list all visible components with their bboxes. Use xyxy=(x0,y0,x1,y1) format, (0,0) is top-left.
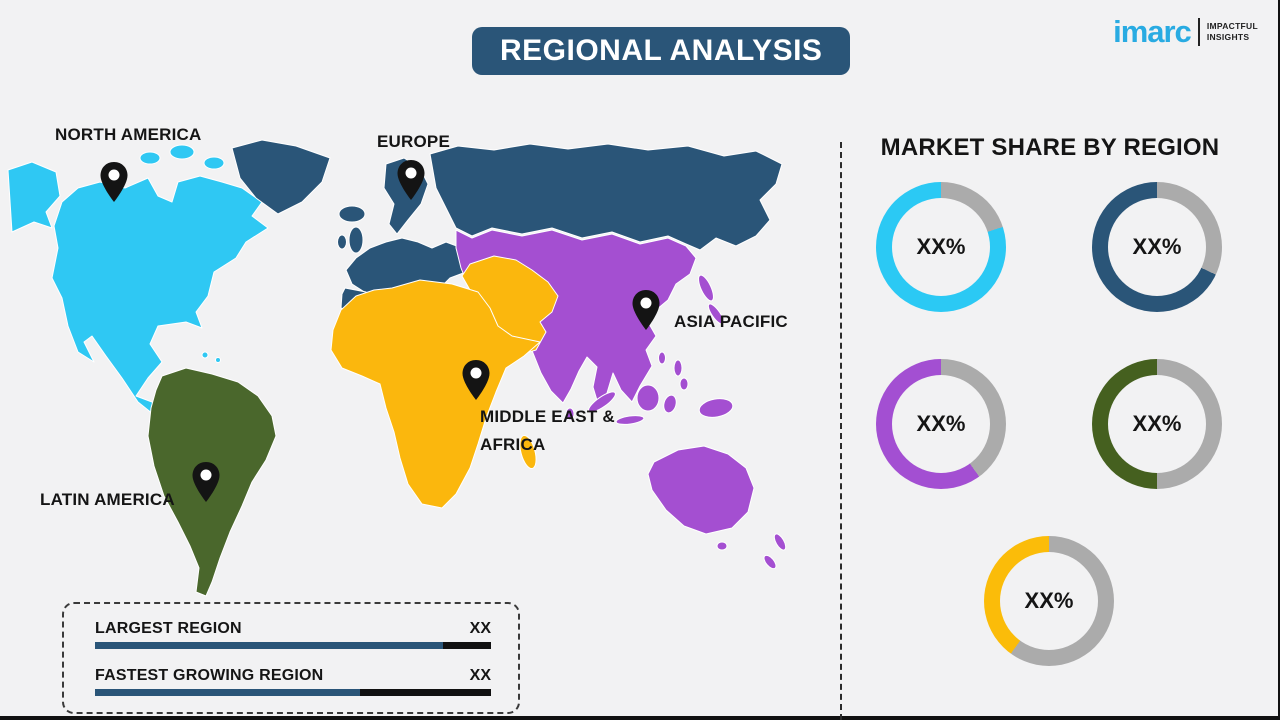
legend-bar-fill xyxy=(95,642,444,649)
map-region-japan xyxy=(698,274,714,302)
donut-value-label: XX% xyxy=(916,234,966,259)
label-middle-east-africa: MIDDLE EAST & AFRICA xyxy=(480,407,615,455)
map-region-britain xyxy=(348,226,364,254)
imarc-logo: imarc IMPACTFUL INSIGHTS xyxy=(1113,16,1258,47)
map-region-sumatra xyxy=(588,391,616,413)
legend-label: LARGEST REGION xyxy=(95,620,242,637)
label-north-america: NORTH AMERICA xyxy=(55,125,202,144)
market-share-heading: MARKET SHARE BY REGION xyxy=(880,134,1220,161)
map-region-java xyxy=(615,415,645,425)
donut-chart-dark-green: XX% xyxy=(1092,359,1222,489)
map-region-tasmania xyxy=(716,541,728,551)
map-region-new-zealand xyxy=(763,554,777,570)
location-pin-icon-north-america xyxy=(100,162,128,202)
map-region-australia xyxy=(647,445,755,535)
legend-row-largest-region: LARGEST REGION XX xyxy=(95,620,491,649)
location-pin-icon-europe xyxy=(397,160,425,200)
legend-bar-rest xyxy=(360,689,491,696)
donut-chart-yellow: XX% xyxy=(984,536,1114,666)
map-arctic-island xyxy=(169,144,195,160)
label-asia-pacific: ASIA PACIFIC xyxy=(674,312,788,331)
label-europe: EUROPE xyxy=(377,132,450,151)
donut-chart-cyan: XX% xyxy=(876,182,1006,312)
logo-brand-text: imarc xyxy=(1113,14,1192,49)
map-arctic-island xyxy=(139,151,161,165)
donut-value-label: XX% xyxy=(1024,588,1074,613)
donut-hole: XX% xyxy=(1108,198,1206,296)
label-latin-america: LATIN AMERICA xyxy=(40,490,175,509)
legend-bar-fill xyxy=(95,689,361,696)
legend-label: FASTEST GROWING REGION xyxy=(95,667,324,684)
donut-grid: XX% XX% XX% XX% XX% xyxy=(876,182,1222,666)
logo-tagline: IMPACTFUL INSIGHTS xyxy=(1207,21,1258,42)
map-region-borneo xyxy=(636,384,660,412)
donut-value-label: XX% xyxy=(916,411,966,436)
map-region-philippines xyxy=(679,377,689,391)
legend-bar xyxy=(95,689,491,696)
logo-tagline-line1: IMPACTFUL xyxy=(1206,20,1258,31)
map-region-russia xyxy=(429,143,783,251)
location-pin-icon-latin-america xyxy=(192,462,220,502)
map-caribbean-island xyxy=(201,351,209,359)
map-region-iceland xyxy=(338,205,366,223)
map-arctic-island xyxy=(203,156,225,170)
section-divider xyxy=(840,142,842,720)
location-pin-icon-middle-east-africa xyxy=(462,360,490,400)
map-region-madagascar xyxy=(519,434,537,470)
logo-tagline-line2: INSIGHTS xyxy=(1206,31,1250,42)
legend-bar-rest xyxy=(443,642,491,649)
location-pin-icon-asia-pacific xyxy=(632,290,660,330)
donut-value-label: XX% xyxy=(1132,411,1182,436)
donut-hole: XX% xyxy=(892,198,990,296)
donut-chart-dark-blue: XX% xyxy=(1092,182,1222,312)
map-region-north-america xyxy=(7,161,61,233)
donut-hole: XX% xyxy=(1108,375,1206,473)
map-region-greenland xyxy=(231,139,331,215)
legend-value: XX xyxy=(469,667,491,684)
donut-hole: XX% xyxy=(892,375,990,473)
map-region-sulawesi xyxy=(663,394,677,414)
map-region-japan xyxy=(707,303,725,325)
map-region-sri-lanka xyxy=(565,407,575,421)
donut-chart-purple: XX% xyxy=(876,359,1006,489)
map-region-africa xyxy=(330,279,541,509)
label-middle-east-line2: AFRICA xyxy=(480,435,546,454)
legend-value: XX xyxy=(469,620,491,637)
donut-hole: XX% xyxy=(1000,552,1098,650)
map-region-ireland xyxy=(337,234,347,250)
world-map xyxy=(7,139,787,597)
page-title: REGIONAL ANALYSIS xyxy=(472,27,851,75)
logo-divider xyxy=(1197,17,1200,46)
map-region-new-guinea xyxy=(698,398,734,418)
map-region-new-zealand xyxy=(773,533,787,551)
map-region-philippines xyxy=(673,359,683,377)
map-region-taiwan xyxy=(658,351,666,365)
label-middle-east-line1: MIDDLE EAST & xyxy=(480,407,615,426)
legend-box: LARGEST REGION XX FASTEST GROWING REGION… xyxy=(62,602,520,714)
legend-row-fastest-growing-region: FASTEST GROWING REGION XX xyxy=(95,667,491,696)
donut-value-label: XX% xyxy=(1132,234,1182,259)
map-caribbean-island xyxy=(215,357,221,363)
map-region-north-america xyxy=(51,175,269,427)
legend-bar xyxy=(95,642,491,649)
